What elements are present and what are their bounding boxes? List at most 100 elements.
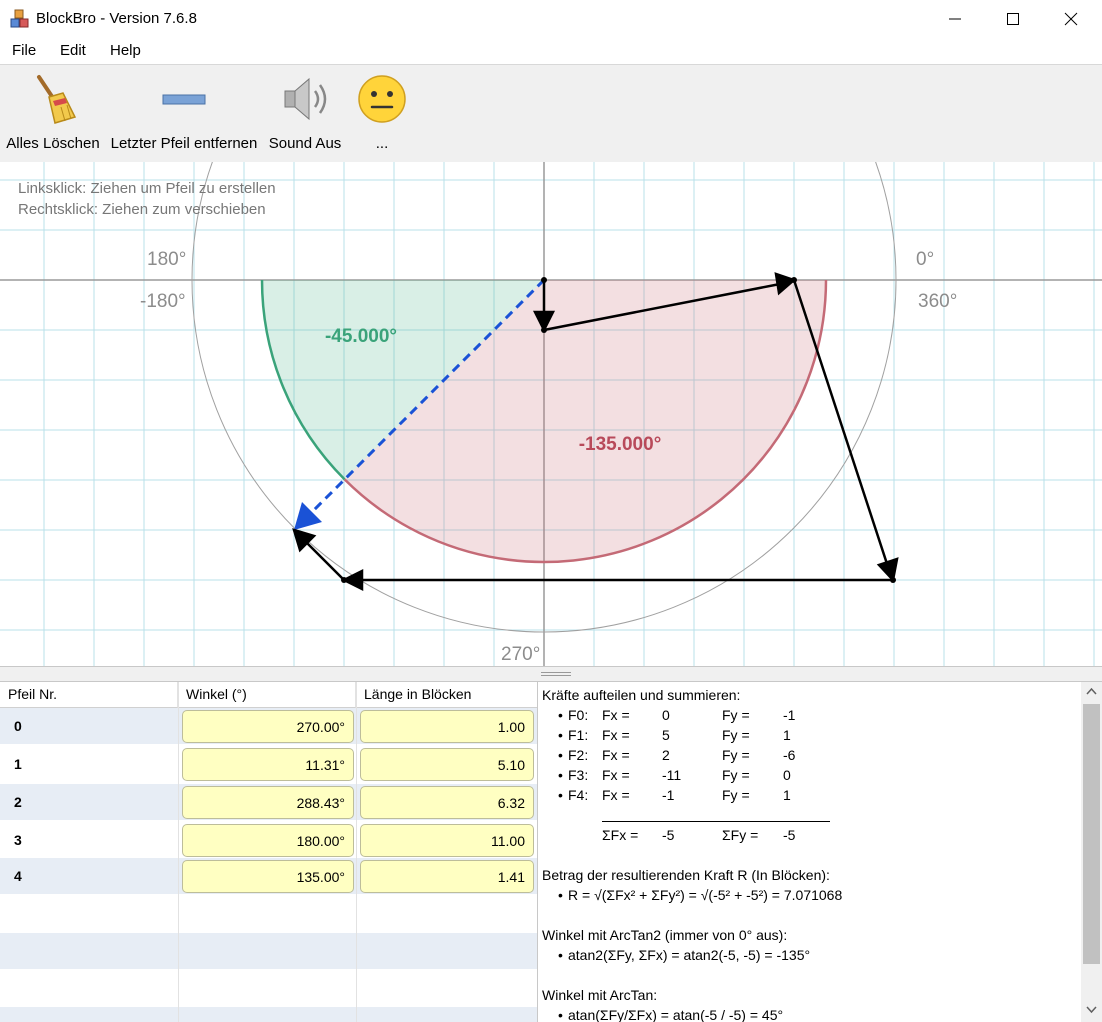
bullet: • [558,947,563,963]
drawing-canvas[interactable]: -45.000° -135.000° Linksklick: Ziehen um… [0,162,1102,666]
fy-label: Fy = [722,707,750,723]
node-3 [890,577,896,583]
green-angle-sector [262,280,544,480]
empty-row [0,933,537,970]
header-angle[interactable]: Winkel (°) [178,682,356,708]
red-angle-sector [344,280,826,562]
row-nr: 0 [14,718,22,734]
fy-label: Fy = [722,767,750,783]
maximize-button[interactable] [984,0,1042,38]
fy-label: Fy = [722,747,750,763]
angle-input[interactable]: 288.43° [182,786,354,819]
sound-off-label: Sound Aus [268,135,342,152]
remove-last-arrow-label: Letzter Pfeil entfernen [110,135,258,152]
force-name: F3: [568,767,589,783]
menu-edit[interactable]: Edit [60,42,86,59]
fy-value: 1 [783,727,791,743]
row-nr: 1 [14,756,22,772]
green-angle-label: -45.000° [325,326,397,347]
row-nr: 4 [14,868,22,884]
heading-atan2: Winkel mit ArcTan2 (immer von 0° aus): [542,927,788,943]
minimize-button[interactable] [926,0,984,38]
column-separator [356,682,357,1022]
fx-value: 5 [662,727,670,743]
atan-formula: atan(ΣFy/ΣFx) = atan(-5 / -5) = 45° [568,1007,784,1022]
row-nr: 3 [14,832,22,848]
force-name: F4: [568,787,589,803]
heading-resultant: Betrag der resultierenden Kraft R (In Bl… [542,867,830,883]
node-origin [541,277,547,283]
clear-all-button[interactable]: Alles Löschen [4,65,102,163]
fy-value: -1 [783,707,796,723]
pane-splitter[interactable] [0,666,1102,682]
angle-input[interactable]: 270.00° [182,710,354,743]
length-input[interactable]: 6.32 [360,786,534,819]
length-input[interactable]: 11.00 [360,824,534,857]
arrow-f2-head [876,557,899,583]
results-scrollbar[interactable] [1081,682,1102,1022]
scroll-down-icon[interactable] [1081,1000,1102,1020]
fx-value: 2 [662,747,670,763]
hint-left-click: Linksklick: Ziehen um Pfeil zu erstellen [18,180,276,197]
arrow-f1-head [774,272,797,296]
fx-value: -1 [662,787,675,803]
close-button[interactable] [1042,0,1100,38]
sum-fx-label: ΣFx = [602,827,639,843]
fy-value: 1 [783,787,791,803]
window-title: BlockBro - Version 7.6.8 [36,10,197,27]
fy-value: 0 [783,767,791,783]
toolbar: Alles Löschen Letzter Pfeil entfernen So… [0,64,1102,162]
empty-row [0,896,537,933]
arrow-f0-head [532,310,556,333]
reference-circle [191,162,897,633]
fx-label: Fx = [602,767,630,783]
angle-input[interactable]: 11.31° [182,748,354,781]
sound-off-button[interactable]: Sound Aus [266,65,344,163]
length-input[interactable]: 5.10 [360,748,534,781]
minimize-icon [949,18,961,20]
length-input[interactable]: 1.41 [360,860,534,893]
force-name: F2: [568,747,589,763]
remove-last-arrow-button[interactable]: Letzter Pfeil entfernen [108,65,260,163]
header-arrow-nr[interactable]: Pfeil Nr. [0,682,178,708]
clear-all-label: Alles Löschen [6,135,100,152]
red-angle-label: -135.000° [579,434,662,455]
fx-label: Fx = [602,787,630,803]
length-input[interactable]: 1.00 [360,710,534,743]
speaker-icon [284,77,327,121]
menu-help[interactable]: Help [110,42,141,59]
more-button[interactable]: ... [350,65,414,163]
column-separator [178,682,179,1022]
angle-input[interactable]: 180.00° [182,824,354,857]
label-neg180: -180° [140,291,186,312]
header-length[interactable]: Länge in Blöcken [356,682,537,708]
hint-right-click: Rechtsklick: Ziehen zum verschieben [18,201,266,218]
scroll-up-icon[interactable] [1081,682,1102,702]
heading-atan: Winkel mit ArcTan: [542,987,658,1003]
atan2-formula: atan2(ΣFy, ΣFx) = atan2(-5, -5) = -135° [568,947,811,963]
bullet: • [558,887,563,903]
label-270: 270° [501,644,541,665]
row-nr: 2 [14,794,22,810]
fx-value: -11 [662,767,682,783]
node-1 [541,327,547,333]
heading-split-forces: Kräfte aufteilen und summieren: [542,687,741,703]
splitter-grip[interactable] [541,672,571,676]
force-name: F1: [568,727,589,743]
fx-label: Fx = [602,747,630,763]
arrow-f4-head [292,528,317,553]
sum-divider [602,821,830,822]
resultant-arrow [304,278,546,520]
close-icon [1064,12,1078,26]
fy-value: -6 [783,747,796,763]
menu-file[interactable]: File [12,42,37,59]
empty-row [0,1007,537,1022]
table-row: 0 270.00° 1.00 [0,708,537,745]
arrow-table: Pfeil Nr. Winkel (°) Länge in Blöcken 0 … [0,682,538,1022]
angle-input[interactable]: 135.00° [182,860,354,893]
scroll-thumb[interactable] [1083,704,1100,964]
smiley-icon [358,75,406,123]
broom-icon [37,75,77,124]
empty-row [0,970,537,1007]
sum-fy-value: -5 [783,827,796,843]
